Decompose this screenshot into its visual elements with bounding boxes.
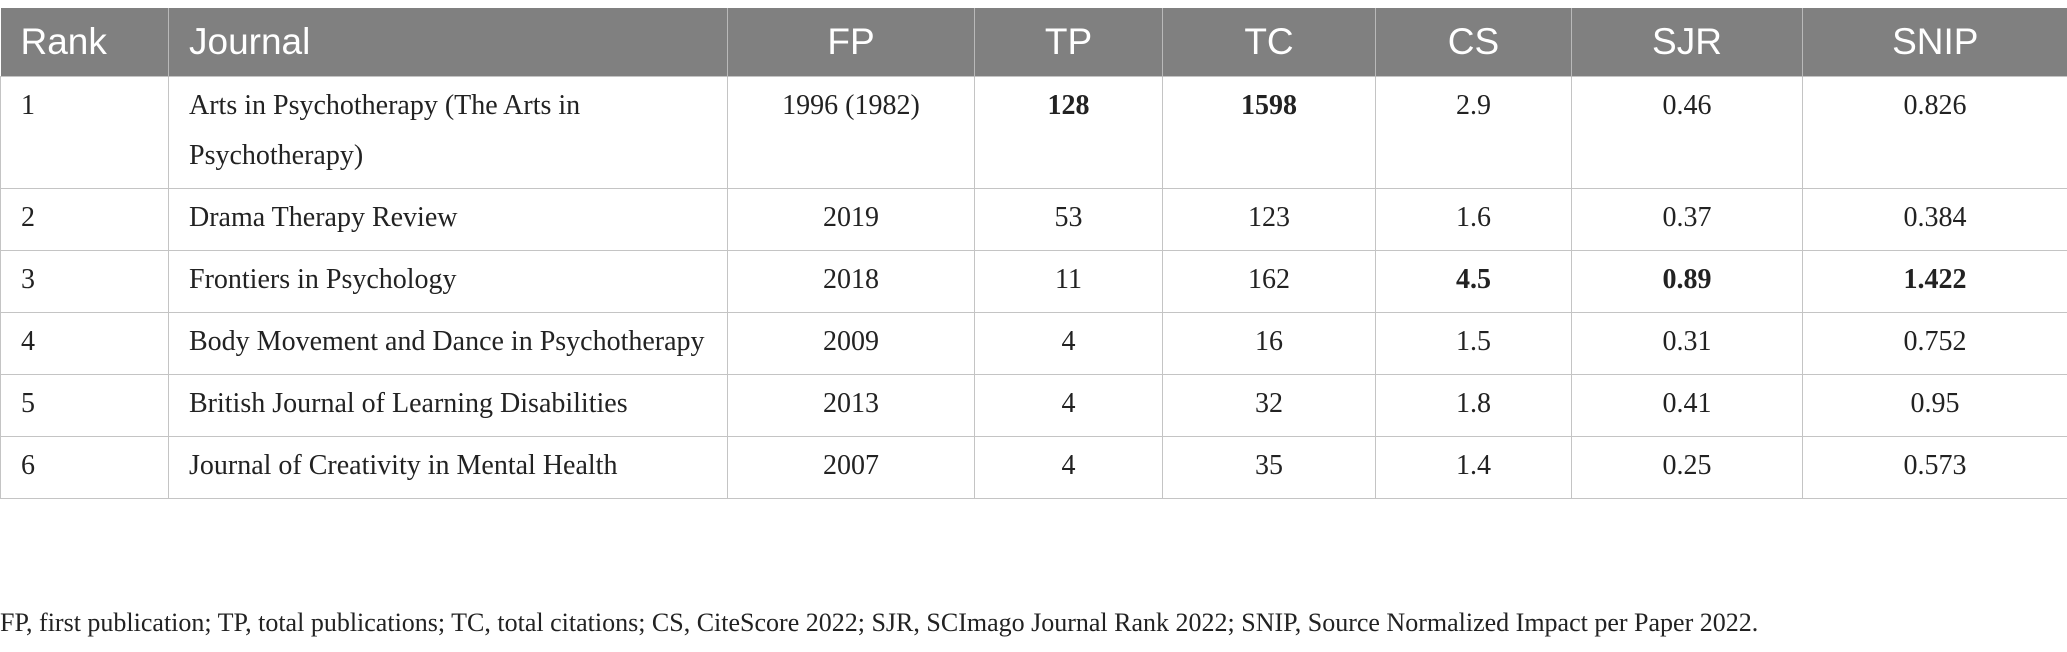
- cell-cs: 1.5: [1375, 312, 1572, 375]
- cell-fp: 2007: [727, 436, 975, 499]
- header-journal: Journal: [168, 8, 728, 77]
- cell-snip: 0.573: [1802, 436, 2067, 499]
- table-footnote: FP, first publication; TP, total publica…: [0, 608, 1759, 637]
- cell-sjr: 0.25: [1571, 436, 1803, 499]
- cell-tp: 11: [974, 250, 1163, 313]
- cell-rank: 3: [0, 250, 169, 313]
- cell-fp: 2013: [727, 374, 975, 437]
- cell-journal: Journal of Creativity in Mental Health: [168, 436, 728, 499]
- cell-cs: 1.4: [1375, 436, 1572, 499]
- cell-tc: 123: [1162, 188, 1376, 251]
- cell-tp: 4: [974, 436, 1163, 499]
- cell-journal: British Journal of Learning Disabilities: [168, 374, 728, 437]
- cell-rank: 1: [0, 76, 169, 189]
- journal-table-container: Rank Journal FP TP TC CS SJR SNIP 1 Arts…: [0, 8, 2067, 499]
- cell-snip: 0.752: [1802, 312, 2067, 375]
- header-rank: Rank: [0, 8, 169, 77]
- header-tc: TC: [1162, 8, 1376, 77]
- cell-rank: 2: [0, 188, 169, 251]
- cell-tp: 128: [974, 76, 1163, 189]
- cell-sjr: 0.46: [1571, 76, 1803, 189]
- cell-journal: Arts in Psychotherapy (The Arts in Psych…: [168, 76, 728, 189]
- table-row: 6 Journal of Creativity in Mental Health…: [0, 436, 2067, 499]
- cell-cs: 1.8: [1375, 374, 1572, 437]
- cell-rank: 4: [0, 312, 169, 375]
- cell-rank: 5: [0, 374, 169, 437]
- cell-fp: 1996 (1982): [727, 76, 975, 189]
- cell-tc: 162: [1162, 250, 1376, 313]
- cell-rank: 6: [0, 436, 169, 499]
- journal-ranking-table: Rank Journal FP TP TC CS SJR SNIP 1 Arts…: [0, 8, 2067, 499]
- cell-tc: 32: [1162, 374, 1376, 437]
- cell-tp: 53: [974, 188, 1163, 251]
- table-body: 1 Arts in Psychotherapy (The Arts in Psy…: [0, 76, 2067, 499]
- cell-tp: 4: [974, 374, 1163, 437]
- table-row: 5 British Journal of Learning Disabiliti…: [0, 374, 2067, 437]
- header-snip: SNIP: [1802, 8, 2067, 77]
- table-header: Rank Journal FP TP TC CS SJR SNIP: [0, 8, 2067, 77]
- header-tp: TP: [974, 8, 1163, 77]
- header-row: Rank Journal FP TP TC CS SJR SNIP: [0, 8, 2067, 77]
- cell-snip: 0.384: [1802, 188, 2067, 251]
- cell-sjr: 0.37: [1571, 188, 1803, 251]
- header-fp: FP: [727, 8, 975, 77]
- cell-fp: 2019: [727, 188, 975, 251]
- cell-cs: 2.9: [1375, 76, 1572, 189]
- cell-cs: 1.6: [1375, 188, 1572, 251]
- cell-snip: 1.422: [1802, 250, 2067, 313]
- cell-sjr: 0.41: [1571, 374, 1803, 437]
- table-row: 4 Body Movement and Dance in Psychothera…: [0, 312, 2067, 375]
- cell-snip: 0.95: [1802, 374, 2067, 437]
- header-cs: CS: [1375, 8, 1572, 77]
- cell-sjr: 0.31: [1571, 312, 1803, 375]
- cell-tc: 35: [1162, 436, 1376, 499]
- table-row: 1 Arts in Psychotherapy (The Arts in Psy…: [0, 76, 2067, 189]
- cell-sjr: 0.89: [1571, 250, 1803, 313]
- cell-journal: Drama Therapy Review: [168, 188, 728, 251]
- cell-tp: 4: [974, 312, 1163, 375]
- table-row: 3 Frontiers in Psychology 2018 11 162 4.…: [0, 250, 2067, 313]
- cell-journal: Body Movement and Dance in Psychotherapy: [168, 312, 728, 375]
- header-sjr: SJR: [1571, 8, 1803, 77]
- table-row: 2 Drama Therapy Review 2019 53 123 1.6 0…: [0, 188, 2067, 251]
- cell-cs: 4.5: [1375, 250, 1572, 313]
- cell-snip: 0.826: [1802, 76, 2067, 189]
- cell-fp: 2018: [727, 250, 975, 313]
- cell-tc: 16: [1162, 312, 1376, 375]
- cell-fp: 2009: [727, 312, 975, 375]
- cell-tc: 1598: [1162, 76, 1376, 189]
- cell-journal: Frontiers in Psychology: [168, 250, 728, 313]
